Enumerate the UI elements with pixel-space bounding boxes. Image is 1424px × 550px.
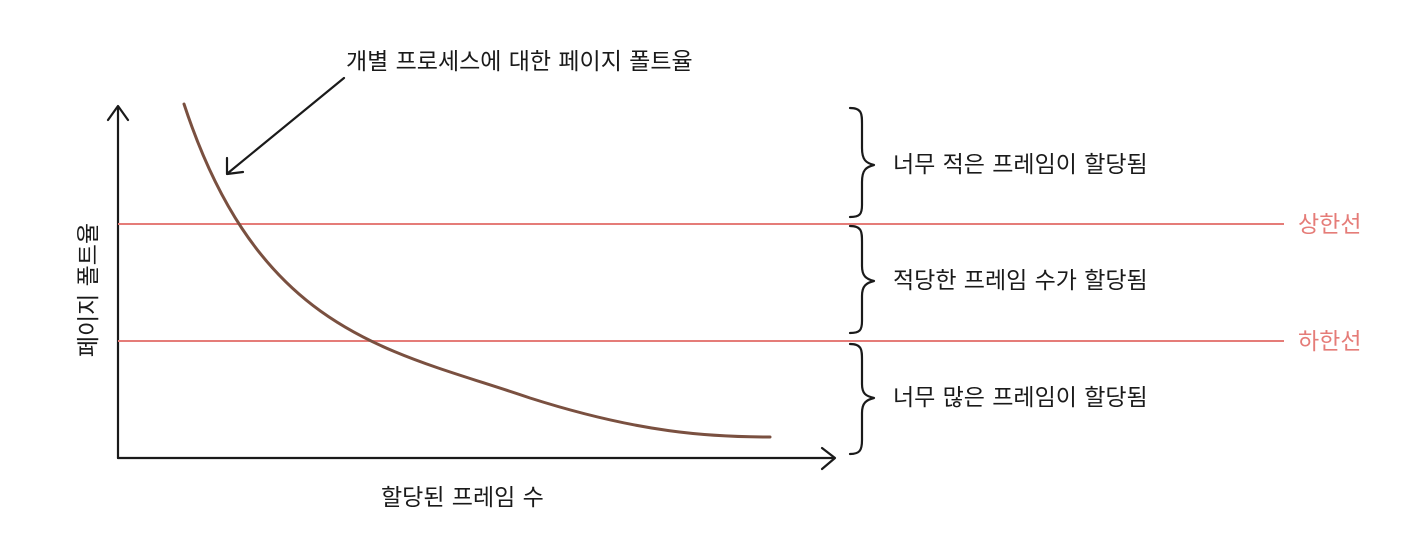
page-fault-rate-curve (182, 102, 772, 439)
zone-label-too-few-frames: 너무 적은 프레임이 할당됨 (893, 152, 1148, 178)
upper-limit-label: 상한선 (1298, 212, 1361, 238)
lower-limit-label: 하한선 (1298, 329, 1361, 355)
y-axis (106, 104, 130, 460)
zone-brace-top (848, 106, 876, 219)
y-axis-label: 페이지 폴트율 (76, 223, 102, 357)
x-axis (116, 446, 837, 471)
curve-annotation-label: 개별 프로세스에 대한 페이지 폴트율 (346, 49, 693, 75)
zone-brace-bottom (848, 342, 876, 456)
zone-label-too-many-frames: 너무 많은 프레임이 할당됨 (893, 385, 1148, 411)
zone-label-adequate-frames: 적당한 프레임 수가 할당됨 (893, 268, 1148, 294)
x-axis-label: 할당된 프레임 수 (381, 485, 544, 511)
zone-brace-middle (848, 224, 876, 335)
annotation-arrow (225, 76, 346, 176)
